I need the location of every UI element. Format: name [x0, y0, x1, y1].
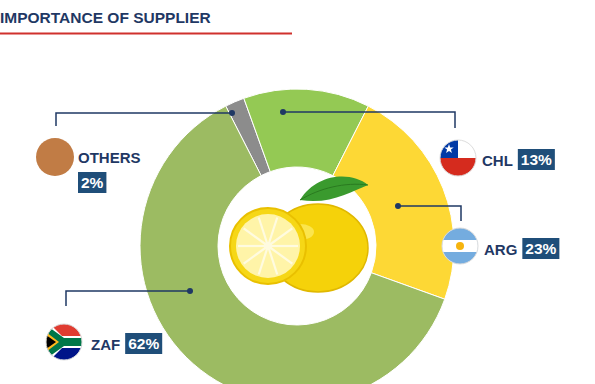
lemon-flesh [236, 214, 300, 278]
label-icon [36, 138, 74, 176]
leaf-vein [300, 184, 368, 200]
leader-dot [280, 109, 286, 115]
leader-line [66, 291, 190, 306]
flag-part [442, 240, 478, 252]
category-label: ARG [484, 241, 517, 258]
lemon-illustration [230, 177, 368, 292]
category-label: ZAF [91, 336, 120, 353]
flag-border [442, 228, 478, 264]
flag-part [46, 325, 82, 359]
value-label: 23% [525, 240, 556, 257]
leaf [300, 177, 368, 202]
slice [140, 106, 445, 384]
labels: OTHERS 2% CHL 13% ARG 23% ZAF 62% [56, 109, 559, 354]
value-label-bg [522, 238, 559, 259]
value-label-bg [125, 333, 162, 354]
flag-border [46, 324, 82, 360]
leader-line [56, 113, 232, 126]
flag [440, 140, 476, 176]
lemon-segment [268, 246, 277, 275]
leader-line [398, 206, 461, 221]
label-icon [440, 140, 476, 176]
lemon-core [264, 242, 272, 250]
label-icon [442, 228, 478, 264]
lemon-half [230, 208, 306, 284]
flag [46, 320, 82, 364]
flag-sun [456, 242, 464, 250]
leader-line [283, 112, 455, 128]
title: IMPORTANCE OF SUPPLIER [0, 9, 211, 26]
leader-dot [187, 288, 193, 294]
category-label: CHL [482, 152, 513, 169]
others-icon [36, 138, 74, 176]
value-label: 13% [521, 151, 552, 168]
value-label-box: 23% [522, 238, 559, 259]
lemon-segment [259, 217, 268, 246]
value-label-bg [78, 172, 106, 193]
lemon-segment [238, 245, 268, 247]
value-label: 2% [81, 174, 104, 191]
flag-part [46, 320, 82, 364]
flag-part [46, 335, 56, 349]
flag-part [440, 158, 476, 176]
value-label-box: 2% [78, 172, 106, 193]
leader-dot [395, 203, 401, 209]
flag [442, 228, 478, 264]
flag-part [440, 140, 476, 158]
label-icon [46, 320, 82, 364]
value-label-box: 62% [125, 333, 162, 354]
flag-part [442, 228, 478, 264]
flag-border [440, 140, 476, 176]
value-label-bg [518, 149, 555, 170]
lemon-segment [268, 228, 292, 246]
lemon-segment [244, 246, 268, 264]
title-underline [0, 33, 292, 35]
category-label: OTHERS [78, 149, 141, 166]
chart: IMPORTANCE OF SUPPLIER OTHERS 2% CHL 13% ARG 2… [0, 0, 595, 384]
leader-dot [229, 110, 235, 116]
value-label-box: 13% [518, 149, 555, 170]
value-label: 62% [128, 335, 159, 352]
lemon-segment [268, 245, 298, 247]
slices [140, 89, 454, 384]
